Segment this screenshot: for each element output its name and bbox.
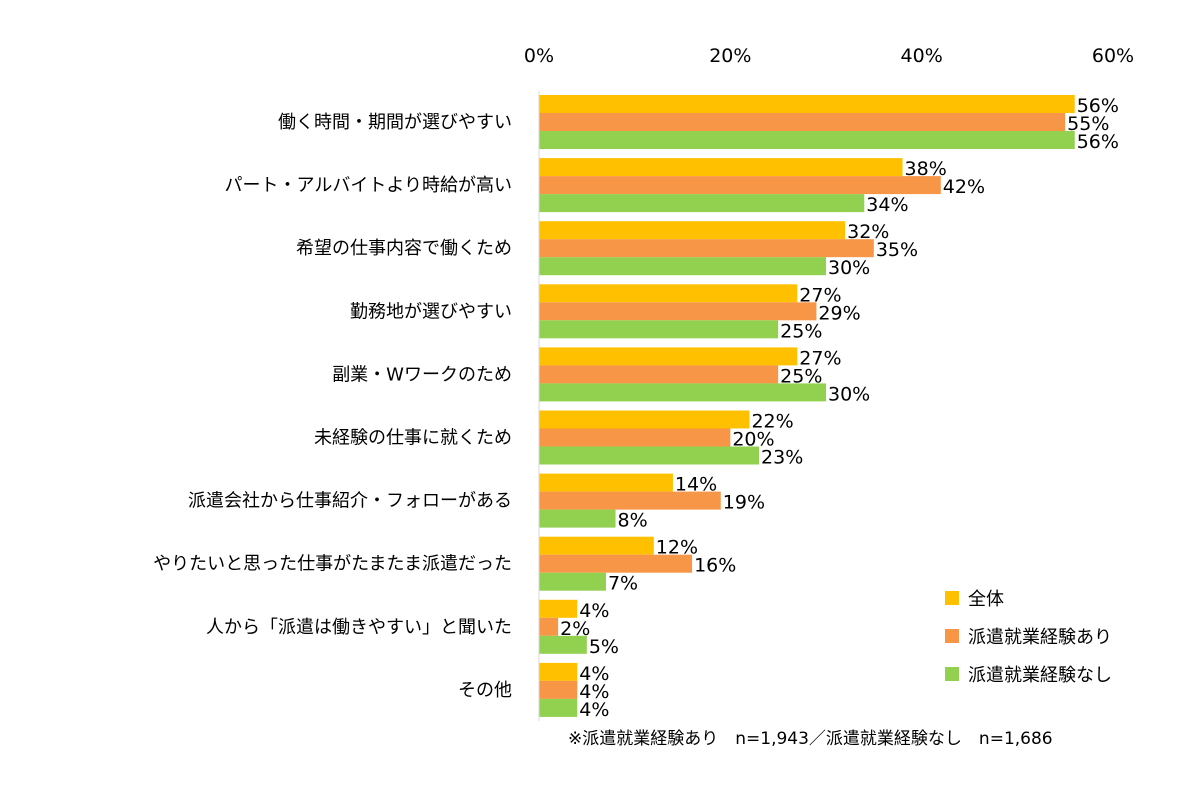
bar: [539, 158, 903, 177]
data-label: 14%: [675, 474, 717, 496]
category-label: パート・アルバイトより時給が高い: [225, 175, 512, 196]
bar: [539, 491, 721, 510]
bar: [539, 572, 606, 591]
data-label: 27%: [799, 284, 841, 306]
x-tick-label: 40%: [901, 45, 943, 67]
data-label: 16%: [694, 555, 736, 577]
category-label: 希望の仕事内容で働くため: [296, 238, 512, 259]
bar: [539, 257, 826, 276]
data-label: 4%: [579, 699, 609, 721]
data-label: 7%: [608, 573, 638, 595]
legend-swatch: [945, 629, 959, 643]
data-label: 8%: [618, 510, 648, 532]
legend-label: 派遣就業経験あり: [968, 627, 1112, 648]
category-label: やりたいと思った仕事がたまたま派遣だった: [153, 554, 512, 575]
bar: [539, 680, 578, 699]
bar: [539, 428, 731, 447]
data-label: 23%: [761, 447, 803, 469]
bar: [539, 410, 750, 429]
footnote: ※派遣就業経験あり n=1,943／派遣就業経験なし n=1,686: [568, 729, 1053, 749]
data-label: 30%: [828, 257, 870, 279]
bar: [539, 320, 779, 339]
data-label: 19%: [723, 492, 765, 514]
x-tick-label: 0%: [524, 45, 554, 67]
legend-label: 全体: [968, 589, 1004, 610]
data-label: 32%: [847, 221, 889, 243]
category-label: その他: [458, 680, 512, 701]
data-label: 20%: [732, 429, 774, 451]
category-label: 勤務地が選びやすい: [350, 301, 512, 322]
data-label: 56%: [1077, 131, 1119, 153]
data-label: 2%: [560, 618, 590, 640]
bar: [539, 446, 760, 465]
x-tick-label: 20%: [709, 45, 751, 67]
x-tick-label: 60%: [1092, 45, 1134, 67]
bars: [539, 95, 1075, 717]
bar: [539, 365, 779, 384]
data-label: 12%: [656, 537, 698, 559]
category-label: 働く時間・期間が選びやすい: [278, 112, 512, 133]
data-label: 4%: [579, 681, 609, 703]
bar: [539, 536, 654, 555]
bar: [539, 347, 798, 366]
bar: [539, 284, 798, 303]
data-label: 4%: [579, 663, 609, 685]
bar: [539, 599, 578, 618]
bar: [539, 617, 559, 636]
bar: [539, 554, 693, 573]
data-label: 5%: [589, 636, 619, 658]
category-labels: 働く時間・期間が選びやすいパート・アルバイトより時給が高い希望の仕事内容で働くた…: [153, 112, 512, 701]
bar: [539, 662, 578, 681]
data-label: 38%: [905, 158, 947, 180]
bar: [539, 194, 865, 213]
data-label: 27%: [799, 347, 841, 369]
bar: [539, 698, 578, 717]
data-label: 56%: [1077, 95, 1119, 117]
legend-label: 派遣就業経験なし: [968, 665, 1112, 686]
category-label: 人から「派遣は働きやすい」と聞いた: [206, 617, 512, 638]
bar: [539, 302, 817, 321]
bar: [539, 383, 826, 402]
bar: [539, 176, 941, 195]
data-label: 42%: [943, 176, 985, 198]
data-label: 4%: [579, 600, 609, 622]
bar: [539, 473, 673, 492]
data-label: 25%: [780, 320, 822, 342]
bar: [539, 509, 616, 528]
legend-swatch: [945, 591, 959, 605]
bar: [539, 95, 1075, 113]
data-label: 29%: [818, 302, 860, 324]
bar: [539, 239, 874, 258]
data-label: 22%: [751, 411, 793, 433]
data-label: 35%: [876, 239, 918, 261]
legend-swatch: [945, 667, 959, 681]
bar: [539, 131, 1075, 149]
bar: [539, 113, 1066, 131]
data-label: 25%: [780, 365, 822, 387]
value-labels: 56%55%56%38%42%34%32%35%30%27%29%25%27%2…: [560, 95, 1119, 721]
data-label: 55%: [1067, 113, 1109, 135]
data-label: 34%: [866, 194, 908, 216]
bar: [539, 221, 846, 240]
category-label: 未経験の仕事に就くため: [314, 428, 512, 449]
category-label: 派遣会社から仕事紹介・フォローがある: [188, 491, 512, 512]
x-axis-ticks: 0% 20% 40% 60%: [524, 45, 1134, 67]
category-label: 副業・Wワークのため: [332, 364, 512, 385]
data-label: 30%: [828, 383, 870, 405]
bar: [539, 635, 587, 654]
